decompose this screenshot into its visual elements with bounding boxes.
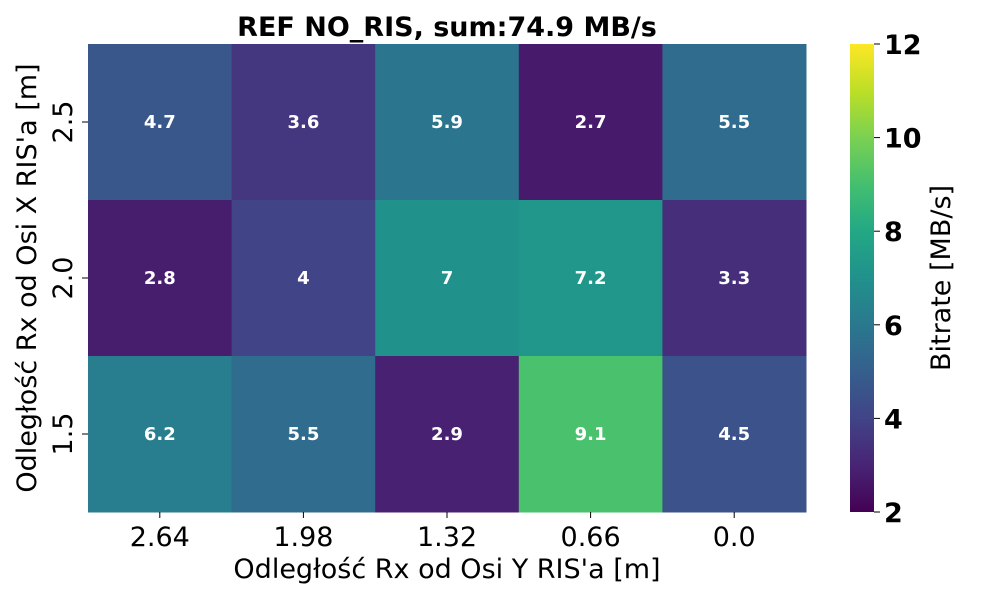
x-tick-label: 1.32 [417,522,477,553]
cell-value-label: 7 [441,268,454,289]
heatmap-cell [662,44,807,201]
heatmap-cell [375,356,520,513]
cell-value-label: 5.5 [287,424,319,445]
heatmap-cell [518,356,663,513]
cell-value-label: 6.2 [144,424,176,445]
colorbar-tick-label: 10 [884,124,922,155]
cell-value-label: 7.2 [575,268,607,289]
colorbar-tick-label: 6 [884,311,903,342]
cell-value-label: 2.8 [144,268,176,289]
colorbar-ticks: 2 4 6 8 10 12 [874,30,922,529]
cell-value-label: 3.3 [718,268,750,289]
colorbar-tick-label: 2 [884,498,903,529]
cell-value-label: 9.1 [575,424,607,445]
chart-title: REF NO_RIS, sum:74.9 MB/s [237,12,657,43]
y-tick-label: 2.0 [48,257,79,300]
heatmap-cell [662,200,807,357]
heatmap-cell [88,356,233,513]
heatmap-cell [231,356,376,513]
heatmap-cell [375,200,520,357]
colorbar-tick-label: 8 [884,217,903,248]
y-tick-label: 2.5 [48,101,79,144]
heatmap-cell [231,44,376,201]
cell-value-label: 5.5 [718,112,750,133]
colorbar [850,44,874,512]
cell-value-label: 5.9 [431,112,463,133]
y-tick-label: 1.5 [48,413,79,456]
x-tick-label: 0.0 [713,522,756,553]
heatmap-cell [88,44,233,201]
heatmap-cells [88,44,807,513]
cell-value-label: 4.7 [144,112,176,133]
colorbar-label: Bitrate [MB/s] [926,185,957,371]
x-tick-label: 0.66 [561,522,621,553]
y-axis-label: Odległość Rx od Osi X RIS'a [m] [12,63,43,492]
heatmap-cell [375,44,520,201]
cell-value-label: 2.7 [575,112,607,133]
cell-value-label: 2.9 [431,424,463,445]
heatmap-cell [88,200,233,357]
x-axis-label: Odległość Rx od Osi Y RIS'a [m] [233,554,660,585]
heatmap-cell-labels: 4.7 3.6 5.9 2.7 5.5 2.8 4 7 7.2 3.3 6.2 5.5 2.9 9.1 4.… [144,112,750,445]
heatmap-cell [231,200,376,357]
heatmap-cell [662,356,807,513]
colorbar-tick-label: 4 [884,404,903,435]
heatmap-cell [518,200,663,357]
cell-value-label: 4.5 [718,424,750,445]
cell-value-label: 4 [297,268,310,289]
x-axis-ticks: 2.64 1.98 1.32 0.66 0.0 [130,512,756,553]
cell-value-label: 3.6 [287,112,319,133]
colorbar-tick-label: 12 [884,30,922,61]
x-tick-label: 2.64 [130,522,190,553]
heatmap-cell [518,44,663,201]
x-tick-label: 1.98 [273,522,333,553]
y-axis-ticks: 2.5 2.0 1.5 [48,101,88,456]
